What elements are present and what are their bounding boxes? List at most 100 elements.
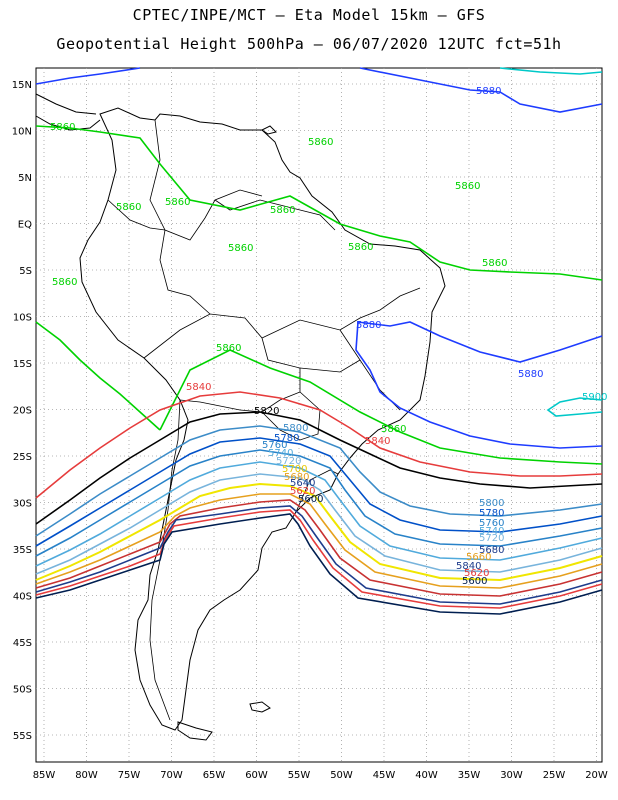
contour-label-5860: 5860 [50, 122, 75, 133]
contour-label-5840: 5840 [186, 382, 211, 393]
latitude-label: 10S [13, 313, 32, 324]
contour-label-5860: 5860 [216, 343, 241, 354]
latitude-label: 30S [13, 499, 32, 510]
latitude-label: 15N [12, 80, 32, 91]
longitude-label: 60W [245, 770, 268, 781]
longitude-label: 70W [160, 770, 183, 781]
contour-label-5740: 5740 [479, 526, 504, 537]
contour-label-5720: 5720 [276, 456, 301, 467]
latitude-label: 5N [18, 173, 32, 184]
map-subtitle: Geopotential Height 500hPa – 06/07/2020 … [56, 35, 562, 53]
brazil-venezuela-border [214, 199, 336, 231]
contour-label-5860: 5860 [228, 243, 253, 254]
contour-5840 [35, 391, 603, 499]
latitude-label: EQ [18, 220, 32, 231]
longitude-label: 45W [373, 770, 396, 781]
latitude-label: 20S [13, 406, 32, 417]
contour-5620 [35, 509, 603, 609]
longitude-label: 80W [75, 770, 98, 781]
contour-label-5860: 5860 [165, 197, 190, 208]
contour-label-5640: 5640 [290, 478, 315, 489]
south-america-coast [79, 107, 446, 731]
ecuador-peru-border [107, 199, 166, 231]
contour-label-5860: 5860 [455, 181, 480, 192]
latitude-label: 55S [13, 731, 32, 742]
contour-label-5600: 5600 [298, 494, 323, 505]
contour-label-5800: 5800 [283, 423, 308, 434]
contour-label-5800: 5800 [479, 498, 504, 509]
latitude-label: 45S [13, 638, 32, 649]
central-america-coast [35, 93, 101, 131]
contour-label-5660: 5660 [466, 552, 491, 563]
contour-label-5900: 5900 [582, 392, 607, 403]
contour-lines [35, 67, 603, 615]
contour-label-5880: 5880 [518, 369, 543, 380]
contour-label-5760: 5760 [479, 518, 504, 529]
longitude-label: 50W [330, 770, 353, 781]
contour-5600 [35, 513, 603, 615]
latitude-label: 35S [13, 545, 32, 556]
latitude-label: 5S [19, 266, 32, 277]
longitude-label: 65W [203, 770, 226, 781]
contour-label-5860: 5860 [270, 205, 295, 216]
latitude-label: 15S [13, 359, 32, 370]
tierra-del-fuego [177, 721, 213, 741]
falklands [249, 701, 271, 713]
contour-5720 [35, 473, 603, 575]
paraguay-border [261, 391, 321, 441]
contour-5660 [35, 499, 603, 597]
contour-label-5620: 5620 [464, 568, 489, 579]
contour-5780 [35, 437, 603, 547]
contour-label-5860: 5860 [482, 258, 507, 269]
contour-label-5780: 5780 [479, 508, 504, 519]
contour-5760 [35, 449, 603, 557]
contour-label-5680: 5680 [284, 472, 309, 483]
uruguay-border [295, 469, 339, 513]
trinidad [261, 125, 277, 135]
contour-5820 [35, 411, 603, 525]
contour-5880-south [355, 321, 603, 449]
contour-label-5680: 5680 [479, 545, 504, 556]
contour-label-5840: 5840 [365, 436, 390, 447]
contour-label-5740: 5740 [268, 448, 293, 459]
contour-label-5780: 5780 [274, 433, 299, 444]
contour-5800 [35, 425, 603, 537]
latitude-label: 50S [13, 685, 32, 696]
contour-5740 [35, 461, 603, 567]
contour-label-5760: 5760 [262, 440, 287, 451]
map-title: CPTEC/INPE/MCT – Eta Model 15km – GFS [132, 6, 486, 24]
contour-label-5860: 5860 [381, 424, 406, 435]
contour-label-5820: 5820 [254, 406, 279, 417]
longitude-label: 30W [500, 770, 523, 781]
longitude-label: 75W [118, 770, 141, 781]
latitude-label: 10N [12, 127, 32, 138]
contour-5640 [35, 505, 603, 605]
map-frame [35, 67, 603, 763]
longitude-label: 20W [585, 770, 608, 781]
contour-label-5860: 5860 [116, 202, 141, 213]
country-borders [107, 119, 421, 721]
contour-5900 [499, 67, 603, 417]
longitude-label: 25W [543, 770, 566, 781]
brazil-states [261, 287, 421, 411]
longitude-label: 85W [33, 770, 56, 781]
contour-label-5600: 5600 [462, 576, 487, 587]
contour-label-5880: 5880 [476, 86, 501, 97]
longitude-labels: 85W 80W 75W 70W 65W 60W 55W 50W 45W 40W 35W 30W 25W 2… [33, 770, 608, 781]
longitude-label: 55W [288, 770, 311, 781]
contour-label-5620: 5620 [290, 486, 315, 497]
contour-5680 [35, 493, 603, 589]
contour-5860 [35, 125, 603, 465]
latitude-label: 40S [13, 592, 32, 603]
contour-label-5840: 5840 [456, 561, 481, 572]
contour-label-5860: 5860 [348, 242, 373, 253]
contour-label-5860: 5860 [52, 277, 77, 288]
contour-5700 [35, 482, 603, 582]
contour-label-5720: 5720 [479, 533, 504, 544]
coastline [35, 93, 446, 741]
contour-label-5860: 5860 [308, 137, 333, 148]
contour-5880-north [35, 67, 603, 113]
peru-brazil-border [159, 229, 211, 315]
contour-label-5700: 5700 [282, 464, 307, 475]
